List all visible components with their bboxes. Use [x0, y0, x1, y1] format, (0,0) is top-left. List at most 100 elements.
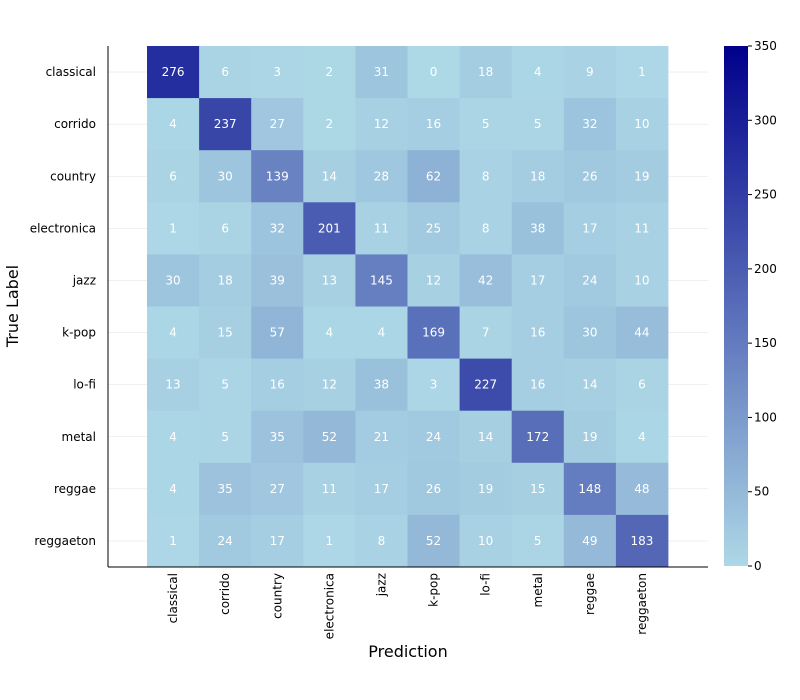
- colorbar-tick-label: 250: [754, 188, 777, 202]
- heatmap-cell: [563, 462, 617, 516]
- tick-labels: classical corrido country electronica jazz k-…: [30, 65, 649, 639]
- heatmap-cell: [459, 98, 513, 151]
- cell-value-label: 169: [422, 326, 445, 340]
- heatmap-cell: [199, 514, 252, 568]
- colorbar-tick-label: 350: [754, 39, 777, 53]
- cell-value-label: 4: [534, 65, 542, 79]
- heatmap-cell: [303, 254, 356, 307]
- heatmap-cell: [147, 462, 200, 516]
- heatmap-cell: [511, 306, 565, 359]
- heatmap-cell: [511, 98, 565, 151]
- heatmap-cell: [459, 514, 513, 568]
- heatmap-cell: [563, 98, 617, 151]
- y-tick-label: classical: [46, 65, 96, 79]
- cell-value-label: 12: [374, 117, 389, 131]
- cell-value-label: 4: [169, 482, 177, 496]
- heatmap-cell: [303, 462, 356, 516]
- heatmap-cell: [303, 202, 356, 255]
- colorbar-tick-label: 150: [754, 336, 777, 350]
- x-tick-label: metal: [531, 573, 545, 607]
- heatmap-cell: [303, 514, 356, 568]
- heatmap-cell: [199, 462, 252, 516]
- cell-value-label: 11: [322, 482, 337, 496]
- cell-value-label: 237: [214, 117, 237, 131]
- heatmap-cell: [303, 306, 356, 359]
- cell-value-label: 16: [530, 326, 545, 340]
- cell-value-label: 1: [169, 534, 177, 548]
- heatmap-cell: [355, 514, 408, 568]
- heatmap-cell: [147, 306, 200, 359]
- heatmap-cell: [615, 306, 669, 359]
- heatmap-cell: [459, 254, 513, 307]
- heatmap-cell: [615, 254, 669, 307]
- cell-value-label: 27: [270, 117, 285, 131]
- heatmap-cell: [355, 358, 408, 412]
- cell-value-label: 18: [218, 273, 233, 287]
- heatmap-cell: [459, 202, 513, 255]
- cell-value-label: 1: [326, 534, 334, 548]
- y-tick-label: reggae: [54, 482, 96, 496]
- cell-value-label: 19: [582, 430, 597, 444]
- cell-value-label: 4: [169, 117, 177, 131]
- cell-value-label: 35: [218, 482, 233, 496]
- heatmap-cell: [251, 98, 304, 151]
- heatmap-cell: [511, 254, 565, 307]
- heatmap-cell: [251, 202, 304, 255]
- cell-value-label: 30: [582, 326, 597, 340]
- cell-value-label: 15: [218, 326, 233, 340]
- cell-value-label: 6: [221, 65, 229, 79]
- heatmap-cell: [615, 150, 669, 203]
- heatmap-cell: [251, 410, 304, 464]
- cell-value-label: 4: [169, 326, 177, 340]
- cell-value-label: 19: [634, 169, 649, 183]
- heatmap-cell: [407, 462, 460, 516]
- heatmap-cell: [615, 98, 669, 151]
- cell-value-label: 38: [530, 221, 545, 235]
- heatmap-cell: [355, 202, 408, 255]
- heatmap-cell: [511, 358, 565, 412]
- heatmap-cell: [615, 410, 669, 464]
- heatmap-cell: [147, 358, 200, 412]
- heatmap-cells: 276 6 3 2 31 0 18 4 9 14 237 27 2 12 16 5 5 32 106 30 139 14 2…: [147, 46, 669, 568]
- colorbar-gradient: [724, 46, 748, 566]
- cell-value-label: 4: [638, 430, 646, 444]
- heatmap-cell: [199, 254, 252, 307]
- cell-value-label: 11: [634, 221, 649, 235]
- cell-value-label: 2: [326, 117, 334, 131]
- heatmap-cell: [563, 254, 617, 307]
- y-tick-label: country: [50, 169, 96, 183]
- cell-value-label: 13: [165, 378, 180, 392]
- heatmap-cell: [563, 358, 617, 412]
- y-tick-label: electronica: [30, 221, 96, 235]
- cell-value-label: 3: [430, 378, 438, 392]
- heatmap-cell: [251, 306, 304, 359]
- cell-value-label: 6: [169, 169, 177, 183]
- colorbar-tick-label: 200: [754, 262, 777, 276]
- heatmap-cell: [251, 254, 304, 307]
- heatmap-cell: [511, 514, 565, 568]
- heatmap-cell: [407, 306, 460, 359]
- cell-value-label: 3: [273, 65, 281, 79]
- x-tick-label: k-pop: [427, 573, 441, 607]
- cell-value-label: 52: [322, 430, 337, 444]
- heatmap-cell: [147, 150, 200, 203]
- heatmap-cell: [459, 358, 513, 412]
- cell-value-label: 18: [530, 169, 545, 183]
- heatmap-cell: [199, 306, 252, 359]
- cell-value-label: 4: [378, 326, 386, 340]
- heatmap-cell: [407, 410, 460, 464]
- y-tick-label: reggaeton: [34, 534, 96, 548]
- heatmap-cell: [459, 462, 513, 516]
- heatmap-cell: [199, 150, 252, 203]
- cell-value-label: 39: [270, 273, 285, 287]
- cell-value-label: 24: [426, 430, 441, 444]
- y-tick-label: jazz: [72, 273, 96, 287]
- heatmap-cell: [511, 150, 565, 203]
- heatmap-cell: [615, 462, 669, 516]
- cell-value-label: 201: [318, 221, 341, 235]
- cell-value-label: 6: [221, 221, 229, 235]
- heatmap-cell: [355, 98, 408, 151]
- heatmap-cell: [199, 98, 252, 151]
- cell-value-label: 24: [218, 534, 233, 548]
